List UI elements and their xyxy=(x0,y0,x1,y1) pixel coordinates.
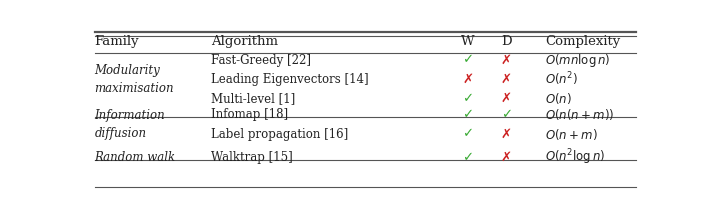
Text: ✓: ✓ xyxy=(462,151,473,164)
Text: Modularity
maximisation: Modularity maximisation xyxy=(95,64,174,95)
Text: ✗: ✗ xyxy=(501,92,512,105)
Text: ✗: ✗ xyxy=(462,73,473,86)
Text: Family: Family xyxy=(95,35,139,48)
Text: ✗: ✗ xyxy=(501,54,512,67)
Text: ✓: ✓ xyxy=(462,54,473,67)
Text: ✓: ✓ xyxy=(501,108,512,121)
Text: $O(mn\log n)$: $O(mn\log n)$ xyxy=(545,51,610,68)
Text: Label propagation [16]: Label propagation [16] xyxy=(211,127,348,141)
Text: ✗: ✗ xyxy=(501,151,512,164)
Text: ✓: ✓ xyxy=(462,127,473,141)
Text: $O(n(n+m))$: $O(n(n+m))$ xyxy=(545,107,615,122)
Text: Multi-level [1]: Multi-level [1] xyxy=(211,92,295,105)
Text: Complexity: Complexity xyxy=(545,35,620,48)
Text: Infomap [18]: Infomap [18] xyxy=(211,108,288,121)
Text: Information
diffusion: Information diffusion xyxy=(95,109,165,140)
Text: Algorithm: Algorithm xyxy=(211,35,277,48)
Text: ✗: ✗ xyxy=(501,73,512,86)
Text: $O(n^2\log n)$: $O(n^2\log n)$ xyxy=(545,148,605,167)
Text: W: W xyxy=(461,35,474,48)
Text: ✓: ✓ xyxy=(462,108,473,121)
Text: ✗: ✗ xyxy=(501,127,512,141)
Text: ✓: ✓ xyxy=(462,92,473,105)
Text: Fast-Greedy [22]: Fast-Greedy [22] xyxy=(211,54,311,67)
Text: D: D xyxy=(501,35,512,48)
Text: Walktrap [15]: Walktrap [15] xyxy=(211,151,292,164)
Text: Random walk: Random walk xyxy=(95,151,176,164)
Text: $O(n^2)$: $O(n^2)$ xyxy=(545,70,578,88)
Text: Leading Eigenvectors [14]: Leading Eigenvectors [14] xyxy=(211,73,369,86)
Text: $O(n+m)$: $O(n+m)$ xyxy=(545,127,597,141)
Text: $O(n)$: $O(n)$ xyxy=(545,91,572,106)
